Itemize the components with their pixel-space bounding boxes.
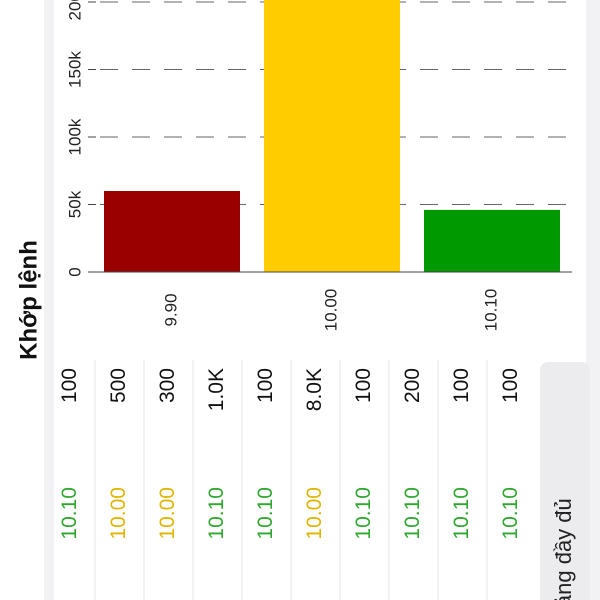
trade-price: 10.00	[303, 487, 326, 540]
bar	[264, 0, 400, 272]
y-tick-label: 50k	[65, 190, 84, 218]
section-title: Khớp lệnh	[15, 240, 42, 360]
trade-volume: 1.0K	[205, 368, 228, 411]
trade-volume: 100	[352, 368, 375, 403]
y-tick-label: 100k	[65, 118, 84, 155]
x-tick-label: 10.10	[481, 289, 500, 332]
trade-price: 10.10	[499, 487, 522, 540]
bar	[424, 209, 560, 272]
y-tick-label: 200k	[65, 0, 84, 20]
trade-volume: 8.0K	[303, 368, 326, 411]
trade-price: 10.10	[401, 487, 424, 540]
trade-price: 10.00	[107, 487, 130, 540]
x-tick-label: 10.00	[321, 289, 340, 332]
trade-volume: 100	[58, 368, 81, 403]
y-tick-label: 150k	[65, 51, 84, 88]
trade-volume: 500	[107, 368, 130, 403]
x-tick-label: 9.90	[161, 293, 180, 326]
trade-price: 10.00	[156, 487, 179, 540]
bar	[104, 191, 240, 272]
full-table-button[interactable]	[540, 362, 590, 600]
trade-volume: 100	[450, 368, 473, 403]
trade-volume: 100	[254, 368, 277, 403]
trade-volume: 100	[499, 368, 522, 403]
y-tick-label: 0	[65, 267, 84, 276]
trade-price: 10.10	[450, 487, 473, 540]
trade-volume: 300	[156, 368, 179, 403]
trade-price: 10.10	[352, 487, 375, 540]
trade-price: 10.10	[254, 487, 277, 540]
button-label[interactable]: Bảng đầy đủ	[551, 498, 576, 600]
side-strip	[44, 0, 54, 600]
trade-price: 10.10	[205, 487, 228, 540]
trade-price: 10.10	[58, 487, 81, 540]
trade-volume: 200	[401, 368, 424, 403]
